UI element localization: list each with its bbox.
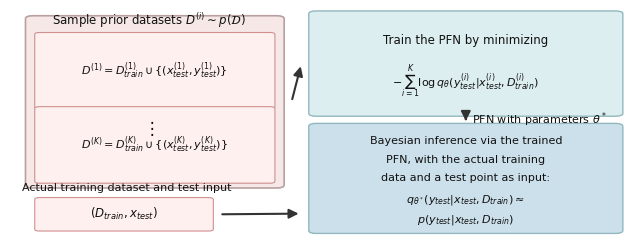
Text: $D^{(K)} = D^{(K)}_{train} \cup \{(x^{(K)}_{test}, y^{(K)}_{test})\}$: $D^{(K)} = D^{(K)}_{train} \cup \{(x^{(K… (81, 135, 228, 155)
Text: $D^{(1)} = D^{(1)}_{train} \cup \{(x^{(1)}_{test}, y^{(1)}_{test})\}$: $D^{(1)} = D^{(1)}_{train} \cup \{(x^{(1… (81, 60, 228, 81)
Text: $\vdots$: $\vdots$ (143, 119, 154, 138)
Text: Sample prior datasets $D^{(i)} \sim p(\mathcal{D})$: Sample prior datasets $D^{(i)} \sim p(\m… (52, 11, 246, 30)
FancyBboxPatch shape (35, 107, 275, 183)
Text: $-\sum_{i=1}^{K} \log q_\theta(y^{(i)}_{test}|x^{(i)}_{test}, D^{(i)}_{train})$: $-\sum_{i=1}^{K} \log q_\theta(y^{(i)}_{… (392, 64, 540, 101)
FancyBboxPatch shape (308, 11, 623, 116)
Text: PFN with parameters $\theta^*$: PFN with parameters $\theta^*$ (472, 111, 607, 129)
FancyBboxPatch shape (35, 197, 213, 231)
Text: Actual training dataset and test input: Actual training dataset and test input (22, 183, 232, 193)
Text: $(D_{train}, x_{test})$: $(D_{train}, x_{test})$ (90, 206, 158, 222)
FancyBboxPatch shape (308, 123, 623, 234)
Text: $q_{\theta^*}(y_{test}|x_{test}, D_{train}) \approx$: $q_{\theta^*}(y_{test}|x_{test}, D_{trai… (406, 193, 525, 207)
FancyBboxPatch shape (26, 16, 284, 188)
Text: Bayesian inference via the trained: Bayesian inference via the trained (369, 136, 562, 146)
Text: Train the PFN by minimizing: Train the PFN by minimizing (383, 34, 548, 47)
Text: $p(y_{test}|x_{test}, D_{train})$: $p(y_{test}|x_{test}, D_{train})$ (417, 213, 515, 227)
FancyBboxPatch shape (35, 32, 275, 109)
Text: PFN, with the actual training: PFN, with the actual training (387, 155, 545, 165)
Text: data and a test point as input:: data and a test point as input: (381, 174, 550, 183)
